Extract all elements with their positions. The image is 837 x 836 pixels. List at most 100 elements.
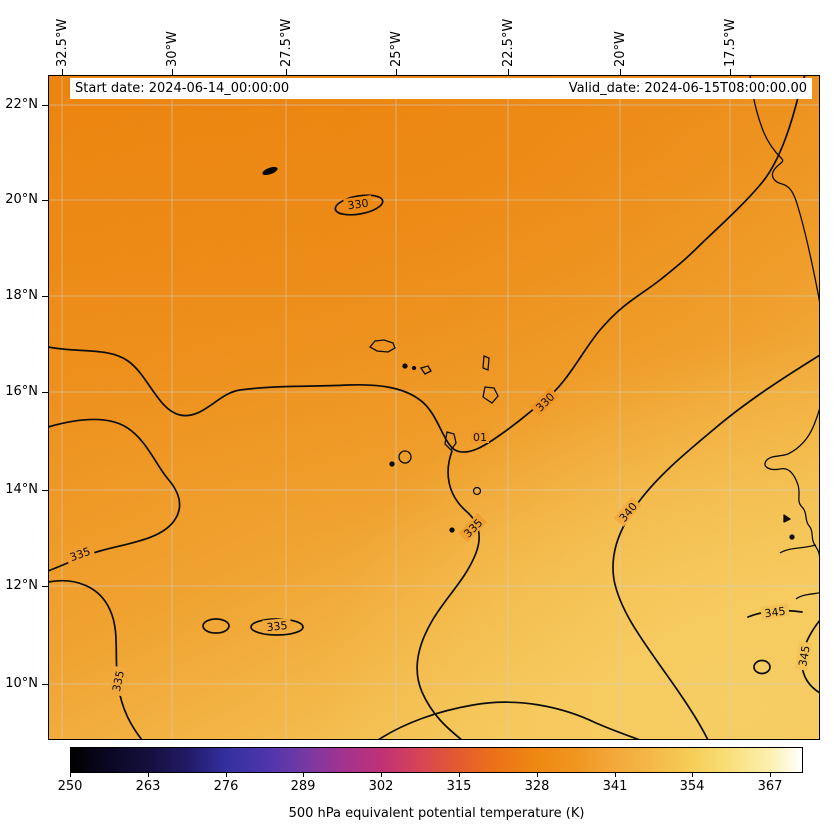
colorbar-tick-label: 263 bbox=[135, 779, 161, 794]
colorbar-tick bbox=[537, 773, 538, 777]
contour-label-text: 335 bbox=[110, 669, 127, 692]
colorbar-tick bbox=[148, 773, 149, 777]
lat-axis-label: 14°N bbox=[5, 482, 38, 497]
contour-330-closed bbox=[334, 194, 384, 216]
lat-tick bbox=[42, 105, 48, 106]
lat-tick bbox=[42, 296, 48, 297]
lat-tick bbox=[42, 586, 48, 587]
colorbar-tick bbox=[459, 773, 460, 777]
map-canvas: 330 330 01 335 335 bbox=[48, 75, 820, 740]
island-boa-vista bbox=[482, 386, 499, 404]
gambia-river bbox=[779, 544, 817, 554]
coastline-west-africa bbox=[749, 75, 820, 564]
contour-335-small-closed bbox=[202, 618, 230, 634]
colorbar-tick bbox=[692, 773, 693, 777]
start-date-label: Start date: 2024-06-14_00:00:00 bbox=[75, 81, 290, 96]
colorbar-tick-label: 302 bbox=[368, 779, 394, 794]
contour-label: 01 bbox=[471, 430, 489, 444]
colorbar-tick-label: 354 bbox=[679, 779, 705, 794]
island-brava bbox=[389, 461, 395, 467]
colorbar-title: 500 hPa equivalent potential temperature… bbox=[288, 806, 585, 821]
colorbar-tick-label: 289 bbox=[290, 779, 316, 794]
colorbar-tick bbox=[615, 773, 616, 777]
lat-tick bbox=[42, 490, 48, 491]
colorbar bbox=[70, 747, 803, 773]
colorbar-tick bbox=[303, 773, 304, 777]
valid-date-label: Valid_date: 2024-06-15T08:00:00.00 bbox=[568, 81, 807, 96]
contour-label-text: 330 bbox=[347, 197, 370, 213]
lat-axis-label: 10°N bbox=[5, 676, 38, 691]
field-shading-southeast bbox=[48, 75, 820, 740]
title-bar: Start date: 2024-06-14_00:00:00 Valid_da… bbox=[70, 78, 812, 99]
lon-axis-label: 30°W bbox=[165, 31, 180, 67]
islet bbox=[449, 527, 455, 533]
lon-tick bbox=[396, 69, 397, 75]
contour-label: 345 bbox=[794, 640, 813, 671]
map-border bbox=[48, 75, 820, 740]
lon-tick bbox=[172, 69, 173, 75]
colorbar-tick-label: 250 bbox=[57, 779, 83, 794]
contour-label-text: 335 bbox=[266, 619, 288, 634]
contour-335-west bbox=[48, 418, 181, 572]
colorbar-tick-label: 276 bbox=[213, 779, 239, 794]
lon-tick bbox=[620, 69, 621, 75]
contour-330-main bbox=[48, 75, 806, 453]
contour-label: 335 bbox=[108, 665, 127, 696]
lon-axis-label: 22.5°W bbox=[501, 18, 516, 67]
lat-axis-label: 20°N bbox=[5, 192, 38, 207]
lon-tick bbox=[508, 69, 509, 75]
contour-345-closed bbox=[753, 659, 771, 675]
colorbar-gradient bbox=[71, 748, 802, 772]
colorbar-tick-label: 328 bbox=[524, 779, 550, 794]
colorbar-tick bbox=[381, 773, 382, 777]
lat-axis-label: 16°N bbox=[5, 384, 38, 399]
coastal-islet bbox=[783, 514, 791, 523]
contour-label: 330 bbox=[343, 195, 373, 213]
lat-tick bbox=[42, 392, 48, 393]
lat-axis-label: 22°N bbox=[5, 97, 38, 112]
coastline-group bbox=[749, 75, 820, 600]
contour-label-text: 01 bbox=[473, 431, 487, 444]
contour-340 bbox=[612, 354, 820, 740]
lon-tick bbox=[286, 69, 287, 75]
colorbar-tick bbox=[226, 773, 227, 777]
graticule bbox=[48, 75, 820, 740]
cape-verde-islands bbox=[262, 166, 499, 533]
lon-tick bbox=[730, 69, 731, 75]
contour-335-southwest bbox=[48, 580, 143, 740]
island-sal bbox=[482, 355, 490, 371]
colorbar-tick-label: 367 bbox=[757, 779, 783, 794]
casamance-river bbox=[795, 592, 820, 600]
lon-axis-label: 17.5°W bbox=[723, 18, 738, 67]
lon-tick bbox=[62, 69, 63, 75]
islet bbox=[402, 363, 408, 369]
islet bbox=[411, 365, 417, 371]
island-small bbox=[419, 365, 432, 375]
colorbar-tick bbox=[770, 773, 771, 777]
lon-axis-label: 20°W bbox=[613, 31, 628, 67]
colorbar-tick-label: 341 bbox=[602, 779, 628, 794]
lat-axis-label: 12°N bbox=[5, 578, 38, 593]
lon-axis-label: 27.5°W bbox=[279, 18, 294, 67]
island-fogo bbox=[398, 450, 412, 464]
contour-335-central bbox=[416, 450, 481, 740]
island-sao-nicolau bbox=[369, 339, 396, 353]
contour-label-group: 330 330 01 335 335 bbox=[64, 195, 813, 696]
contour-label: 345 bbox=[760, 603, 790, 620]
lon-axis-label: 32.5°W bbox=[55, 18, 70, 67]
map-svg: 330 330 01 335 335 bbox=[48, 75, 820, 740]
lon-axis-label: 25°W bbox=[389, 31, 404, 67]
coastal-islet bbox=[789, 534, 795, 540]
colorbar-tick-label: 315 bbox=[446, 779, 472, 794]
contour-label-text: 345 bbox=[796, 645, 812, 668]
contour-335-south-branch bbox=[377, 701, 641, 740]
island-santiago bbox=[444, 431, 457, 452]
island-maio bbox=[472, 486, 482, 496]
colorbar-tick bbox=[70, 773, 71, 777]
lat-tick bbox=[42, 684, 48, 685]
contour-label: 335 bbox=[262, 617, 292, 634]
lat-tick bbox=[42, 200, 48, 201]
small-closed-contour-north bbox=[262, 166, 278, 176]
lat-axis-label: 18°N bbox=[5, 288, 38, 303]
